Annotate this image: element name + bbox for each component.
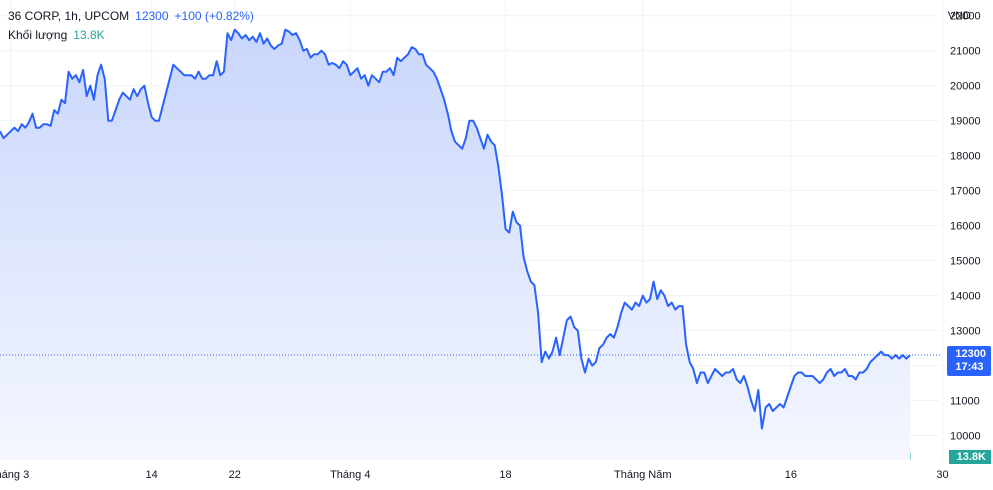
y-tick-label: 20000	[950, 81, 981, 93]
volume-value: 13.8K	[73, 28, 105, 42]
x-axis-labels: tháng 3 14 22 Tháng 4 18 Tháng Năm 16 30	[0, 469, 949, 481]
price-line	[0, 28, 911, 430]
currency-label[interactable]: VND	[947, 10, 971, 22]
y-tick-label: 15000	[950, 256, 981, 268]
y-tick-label: 16000	[950, 221, 981, 233]
chart-legend: 36 CORP, 1h, UPCOM 12300 +100 (+0.82%)	[8, 9, 254, 23]
y-axis-labels: 1000011000120001300014000150001600017000…	[950, 11, 981, 443]
x-tick-label: 30	[936, 469, 948, 481]
last-price-tag: 12300 17:43	[947, 346, 991, 376]
y-tick-label: 13000	[950, 326, 981, 338]
last-price-tag-value: 12300	[955, 348, 986, 360]
y-tick-label: 18000	[950, 151, 981, 163]
x-tick-label: 16	[785, 469, 797, 481]
x-tick-label: 22	[229, 469, 241, 481]
x-tick-label: Tháng Năm	[614, 469, 671, 481]
price-change: +100 (+0.82%)	[174, 9, 254, 23]
y-tick-label: 10000	[950, 431, 981, 443]
x-tick-label: Tháng 4	[330, 469, 370, 481]
y-tick-label: 11000	[950, 396, 980, 408]
x-tick-label: tháng 3	[0, 469, 29, 481]
symbol-info[interactable]: 36 CORP, 1h, UPCOM	[8, 9, 130, 23]
last-price: 12300	[135, 9, 169, 23]
x-tick-label: 18	[499, 469, 511, 481]
y-tick-label: 22000	[950, 11, 981, 23]
y-tick-label: 17000	[950, 186, 981, 198]
volume-legend: Khối lượng 13.8K	[8, 28, 105, 42]
volume-label[interactable]: Khối lượng	[8, 28, 68, 42]
countdown-time: 17:43	[955, 361, 984, 373]
y-tick-label: 14000	[950, 291, 981, 303]
y-tick-label: 19000	[950, 116, 981, 128]
volume-tag: 13.8K	[948, 450, 991, 464]
x-tick-label: 14	[146, 469, 158, 481]
y-tick-label: 21000	[950, 46, 981, 58]
price-area-fill	[0, 29, 910, 460]
